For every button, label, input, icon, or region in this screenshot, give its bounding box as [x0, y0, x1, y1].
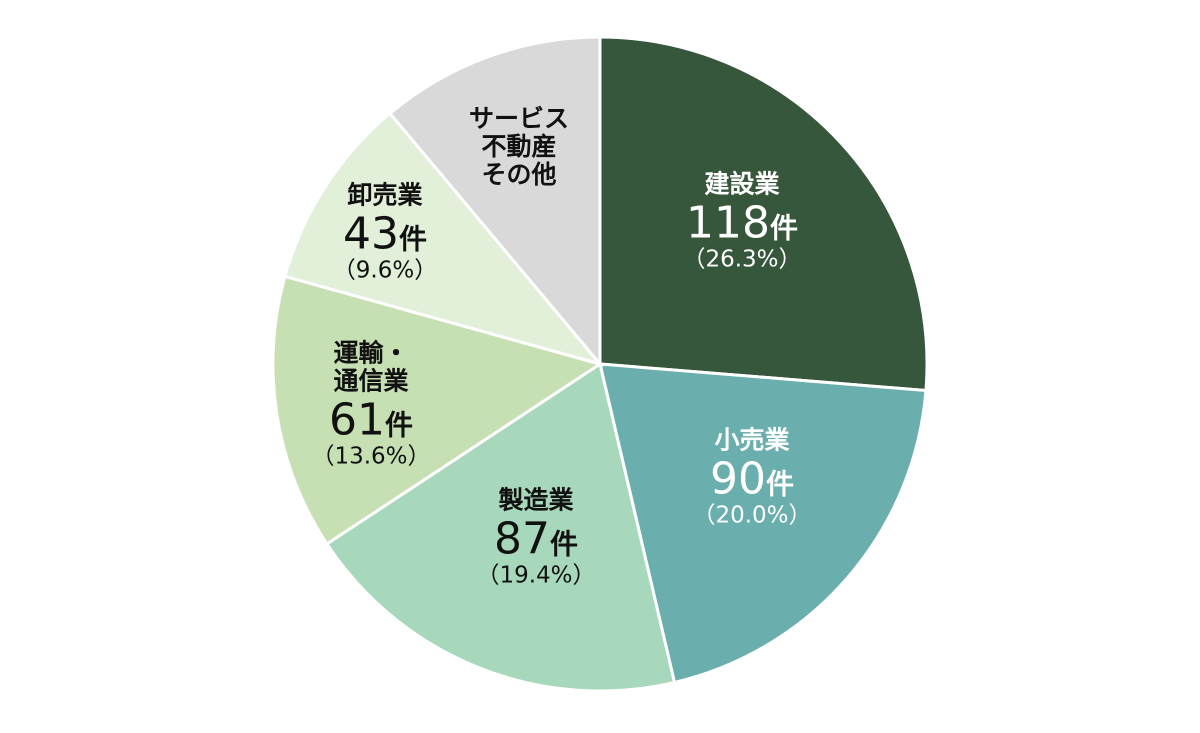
slice-count-value: 61: [328, 394, 385, 446]
slice-label: 運輸・ 通信業 61件 （13.6%）: [311, 339, 430, 470]
slice-count-unit: 件: [549, 527, 579, 561]
slice-count-value: 90: [709, 453, 766, 505]
pie-slice: [324, 361, 677, 693]
pie-slice: [598, 362, 928, 685]
slice-count: 43件: [333, 209, 437, 258]
slice-category-label: 運輸・: [333, 338, 409, 368]
slice-percent: （13.6%）: [311, 443, 431, 470]
slice-category-label: 通信業: [333, 366, 409, 396]
slice-count-unit: 件: [384, 408, 414, 442]
slice-label: 建設業 118件 （26.3%）: [682, 170, 801, 273]
slice-count-value: 118: [685, 197, 770, 249]
slice-category-label: サービス: [468, 104, 570, 133]
slice-count-unit: 件: [398, 222, 427, 256]
slice-percent: （26.3%）: [682, 246, 802, 273]
slice-category-label: 小売業: [714, 425, 790, 455]
slice-label: 製造業 87件 （19.4%）: [476, 486, 595, 589]
slice-count-value: 87: [493, 513, 550, 565]
slice-percent: （19.4%）: [476, 562, 596, 589]
pie-slice: [598, 35, 929, 393]
pie-slice: [387, 35, 602, 369]
slice-label: 小売業 90件 （20.0%）: [692, 426, 811, 529]
slice-count: 61件: [311, 395, 430, 444]
slice-count-unit: 件: [769, 211, 798, 245]
slice-count-value: 43: [342, 208, 399, 260]
slice-category-label: 建設業: [704, 169, 780, 199]
slice-count-unit: 件: [765, 467, 795, 501]
slice-category-label: 製造業: [498, 485, 574, 515]
slice-percent: （20.0%）: [692, 502, 812, 529]
slice-count: 90件: [692, 454, 811, 503]
slice-label: 卸売業 43件 （9.6%）: [333, 181, 437, 284]
pie-slice: [283, 111, 605, 367]
slice-category-label: 不動産: [481, 132, 557, 161]
slice-percent: （9.6%）: [332, 257, 438, 284]
slice-count: 118件: [682, 198, 801, 247]
slice-category-label: その他: [481, 160, 557, 189]
slice-label: サービス 不動産 その他: [469, 105, 569, 189]
slice-count: 87件: [476, 514, 595, 563]
pie-slice: [271, 274, 604, 546]
slice-category-label: 卸売業: [347, 180, 423, 210]
